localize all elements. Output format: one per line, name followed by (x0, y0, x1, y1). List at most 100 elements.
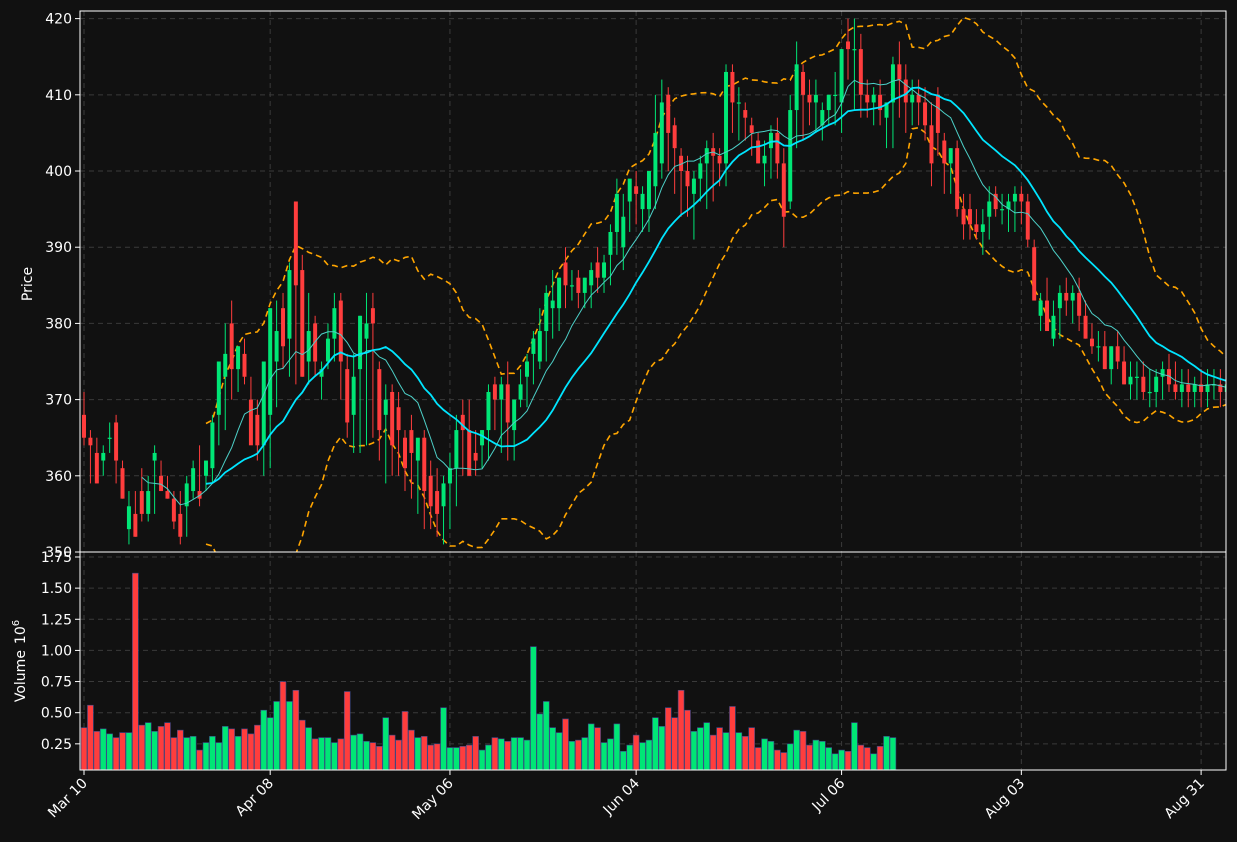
volume-bar (645, 739, 653, 770)
candle-body (229, 323, 234, 370)
volume-bar (157, 726, 165, 770)
candle-body (370, 308, 375, 324)
volume-bar (491, 737, 499, 770)
candle-body (923, 102, 928, 126)
volume-bar (799, 731, 807, 770)
volume-bar (767, 741, 775, 770)
volume-bar (350, 734, 357, 770)
candle-body (518, 384, 523, 400)
candle-body (531, 338, 536, 354)
volume-exponent-base: 10 (13, 626, 29, 644)
candle-body (178, 513, 183, 537)
volume-bar (254, 724, 261, 770)
volume-bar (356, 733, 364, 770)
candle-body (929, 125, 934, 164)
volume-panel-frame (79, 551, 1227, 771)
price-tick-label: 410 (45, 88, 72, 104)
volume-bar (754, 747, 762, 770)
candle-body (1012, 193, 1017, 202)
candle-body (1064, 292, 1069, 301)
volume-tick-label: 0.25 (41, 737, 72, 753)
volume-bar (690, 731, 698, 770)
candle-body (197, 491, 202, 499)
volume-bar (812, 739, 820, 770)
volume-bar (401, 711, 409, 770)
upper-band (205, 16, 1226, 425)
volume-bar (112, 737, 120, 770)
candle-body (935, 94, 940, 133)
candle-body (704, 148, 709, 164)
candle-body (114, 422, 119, 461)
candle-body (287, 270, 292, 339)
candle-body (1006, 201, 1011, 210)
candle-body (582, 277, 587, 293)
volume-bar (568, 741, 576, 770)
candle-body (730, 71, 735, 103)
volume-bar (607, 738, 614, 770)
volume-bar (523, 739, 531, 770)
candle-body (1000, 209, 1005, 211)
volume-bar (331, 742, 338, 770)
candle-body (447, 468, 452, 484)
volume-bar (613, 723, 621, 770)
volume-bar (639, 742, 646, 770)
candle-body (910, 94, 915, 103)
volume-bar (465, 744, 473, 770)
volume-bar (806, 744, 813, 770)
candle-body (1199, 384, 1204, 392)
volume-axis-title: Volume 106 (11, 620, 29, 702)
candle-body (255, 414, 260, 446)
volume-bar (587, 723, 595, 770)
volume-bar (144, 722, 152, 770)
candle-body (537, 331, 542, 362)
candle-body (300, 270, 305, 377)
moving-averages (141, 79, 1226, 506)
price-tick-label: 390 (45, 240, 72, 256)
volume-bar (382, 717, 390, 770)
volume-bar (844, 751, 852, 770)
candle-body (473, 452, 478, 461)
volume-bar (260, 709, 268, 770)
candle-body (1045, 300, 1050, 332)
candle-body (942, 140, 947, 164)
volume-bar (735, 732, 743, 770)
candle-body (210, 422, 215, 469)
candle-body (274, 331, 279, 362)
candles (82, 18, 1226, 545)
candle-body (248, 399, 253, 446)
volume-bar (876, 746, 884, 770)
volume-bar (555, 732, 563, 770)
candle-body (762, 155, 767, 164)
candle-body (1109, 346, 1114, 370)
candle-body (1077, 292, 1082, 316)
volume-bar (510, 737, 518, 770)
candle-body (833, 94, 838, 97)
volume-bar (838, 749, 845, 770)
candle-body (223, 353, 228, 377)
volume-tick-label: 1.00 (41, 643, 72, 659)
candle-body (550, 300, 555, 309)
candle-body (768, 132, 773, 149)
candle-body (165, 491, 170, 499)
candle-body (159, 475, 164, 492)
candle-body (858, 49, 863, 95)
candle-body (82, 414, 86, 438)
volume-bar (196, 749, 203, 770)
volume-bar (228, 728, 235, 770)
volume-bar (106, 733, 113, 770)
candle-body (659, 102, 664, 164)
candle-body (852, 49, 857, 51)
candle-body (826, 94, 831, 111)
volume-bar (305, 727, 312, 770)
candle-body (345, 369, 350, 423)
volume-bar (421, 736, 428, 770)
volume-bar (498, 738, 505, 770)
candle-body (987, 201, 992, 217)
volume-bar (472, 736, 479, 770)
candle-body (980, 224, 985, 232)
candle-body (1224, 384, 1226, 392)
candle-body (338, 300, 343, 362)
candle-body (133, 513, 138, 537)
volume-bar (388, 734, 396, 770)
candle-body (807, 94, 812, 103)
